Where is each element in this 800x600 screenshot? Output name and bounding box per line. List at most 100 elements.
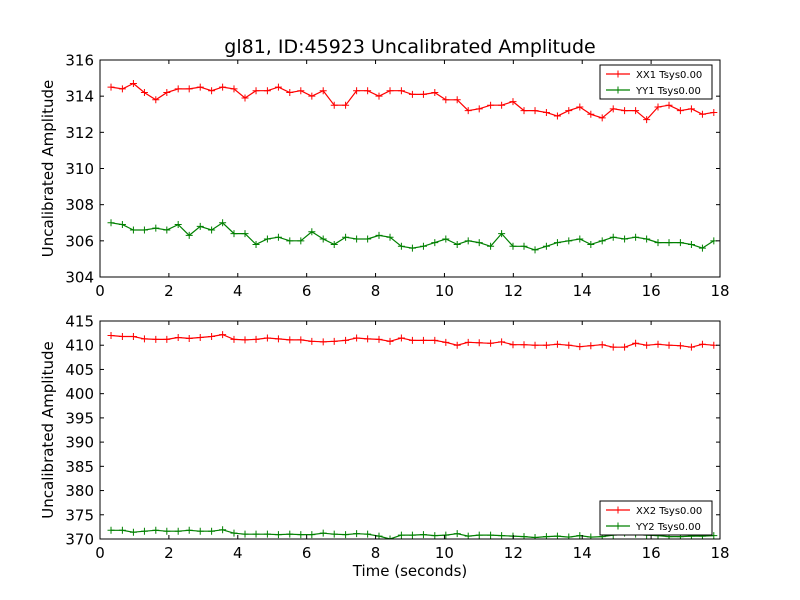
data-point [185, 526, 193, 534]
data-point [364, 235, 372, 243]
data-point [419, 242, 427, 250]
data-point [129, 226, 137, 234]
data-point [520, 242, 528, 250]
y-tick-label: 312 [65, 124, 94, 142]
data-point [587, 342, 595, 350]
data-point [152, 335, 160, 343]
data-point [408, 531, 416, 539]
data-point [208, 527, 216, 535]
data-point [553, 532, 561, 539]
x-tick-label: 18 [710, 544, 729, 562]
data-point [531, 534, 539, 539]
data-point [643, 341, 651, 349]
data-point [710, 108, 718, 116]
data-point [531, 341, 539, 349]
data-point [185, 334, 193, 342]
data-point [140, 335, 148, 343]
data-point [576, 103, 584, 111]
data-point [330, 337, 338, 345]
data-point [252, 87, 260, 95]
data-point [598, 114, 606, 122]
data-point [308, 531, 316, 539]
x-tick-label: 4 [233, 544, 243, 562]
data-point [654, 340, 662, 348]
x-tick-label: 0 [95, 282, 105, 300]
legend-label: XX2 Tsys0.00 [636, 506, 702, 517]
data-point [553, 112, 561, 120]
data-point [397, 87, 405, 95]
data-point [219, 219, 227, 227]
data-point [163, 226, 171, 234]
data-point [375, 335, 383, 343]
data-point [565, 237, 573, 245]
data-point [297, 237, 305, 245]
data-point [397, 334, 405, 342]
data-point [208, 226, 216, 234]
data-point [442, 235, 450, 243]
x-tick-label: 12 [504, 282, 523, 300]
data-point [342, 101, 350, 109]
data-point [553, 340, 561, 348]
series-1 [107, 80, 718, 124]
data-point [174, 221, 182, 229]
data-point [509, 98, 517, 106]
data-point [353, 87, 361, 95]
data-point [676, 342, 684, 350]
data-point [654, 239, 662, 247]
data-point [308, 92, 316, 100]
y-tick-label: 410 [65, 337, 94, 355]
data-point [609, 343, 617, 351]
data-point [286, 530, 294, 538]
legend-marker [614, 506, 622, 514]
data-point [274, 83, 282, 91]
data-point [353, 530, 361, 538]
data-point [129, 528, 137, 536]
data-point [364, 87, 372, 95]
data-point [163, 527, 171, 535]
data-point [107, 83, 115, 91]
data-point [632, 107, 640, 115]
data-point [118, 526, 126, 534]
data-point [542, 108, 550, 116]
data-point [364, 335, 372, 343]
legend-marker [614, 86, 622, 94]
data-point [252, 240, 260, 248]
data-point [274, 531, 282, 539]
data-point [397, 531, 405, 539]
data-point [609, 105, 617, 113]
data-point [364, 530, 372, 538]
data-point [542, 242, 550, 250]
y-tick-label: 385 [65, 458, 94, 476]
data-point [219, 331, 227, 339]
y-tick-label: 370 [65, 531, 94, 549]
data-point [632, 339, 640, 347]
data-point [654, 103, 662, 111]
x-tick-label: 16 [642, 544, 661, 562]
data-point [297, 87, 305, 95]
data-point [196, 83, 204, 91]
data-point [475, 531, 483, 539]
legend-marker [614, 522, 622, 530]
series-2 [107, 219, 718, 254]
y-tick-label: 304 [65, 269, 94, 287]
x-tick-label: 6 [302, 544, 312, 562]
data-point [498, 532, 506, 539]
data-point [196, 527, 204, 535]
data-point [431, 239, 439, 247]
x-tick-label: 2 [164, 544, 174, 562]
data-point [419, 90, 427, 98]
data-point [342, 336, 350, 344]
data-point [419, 531, 427, 539]
data-point [487, 242, 495, 250]
legend-label: YY2 Tsys0.00 [635, 522, 701, 533]
data-point [587, 110, 595, 118]
data-point [386, 87, 394, 95]
data-point [453, 96, 461, 104]
data-point [408, 90, 416, 98]
data-point [196, 333, 204, 341]
data-point [129, 333, 137, 341]
data-point [297, 336, 305, 344]
data-point [174, 527, 182, 535]
data-point [286, 89, 294, 97]
